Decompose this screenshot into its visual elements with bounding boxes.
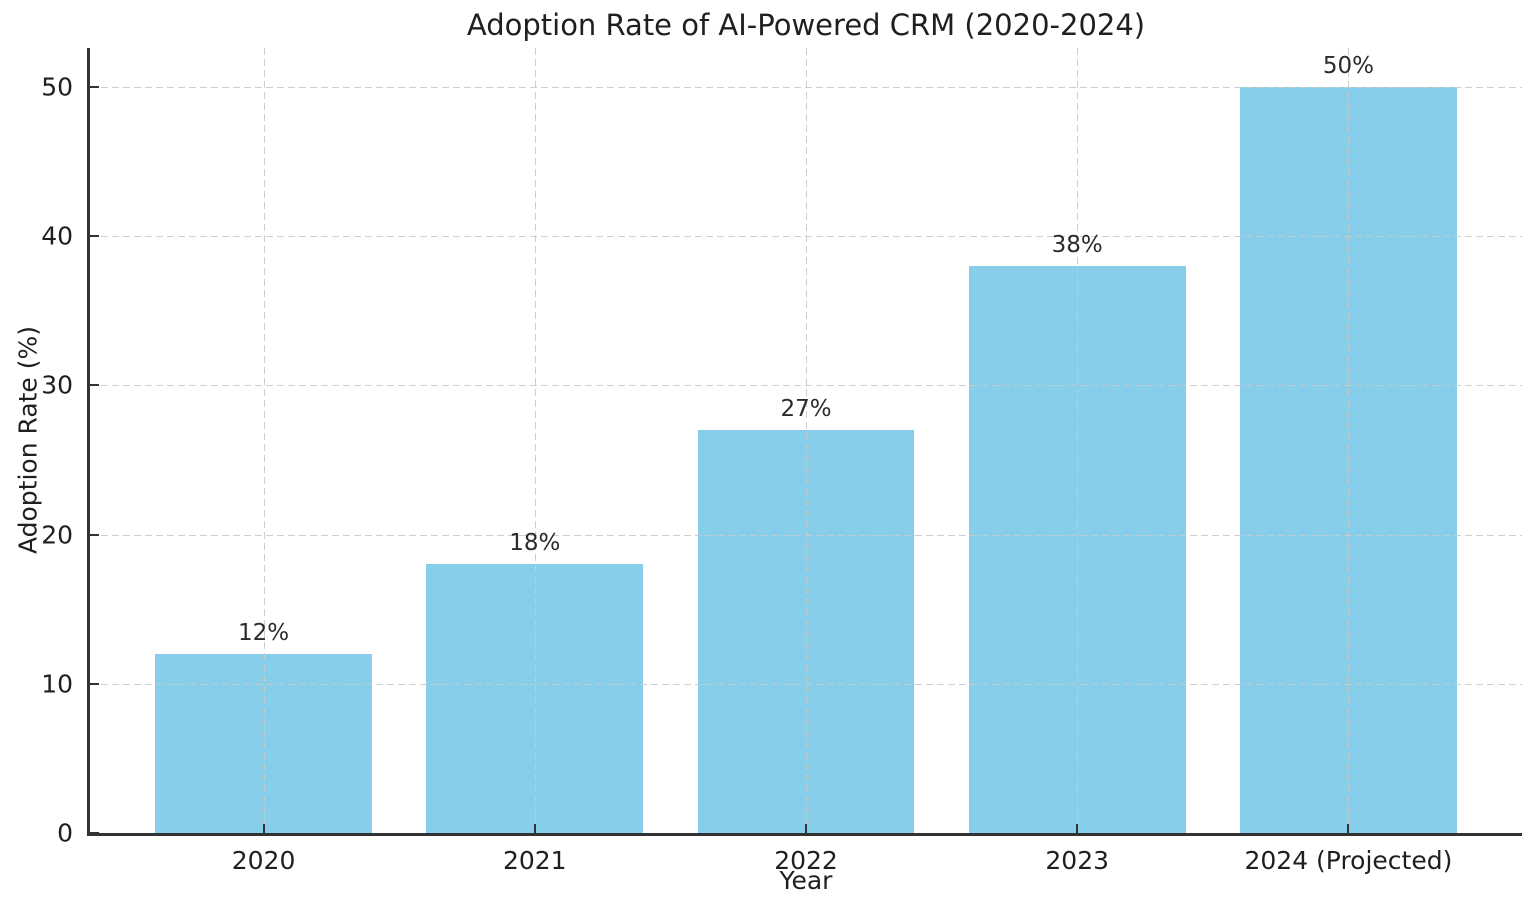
bar-value-label: 18% bbox=[509, 530, 561, 557]
y-tick-label: 50 bbox=[41, 72, 73, 102]
y-tick-label: 30 bbox=[41, 370, 73, 400]
bar-value-label: 38% bbox=[1051, 231, 1103, 258]
x-tick-mark bbox=[533, 824, 536, 833]
x-tick-mark bbox=[262, 824, 265, 833]
chart-title: Adoption Rate of AI-Powered CRM (2020-20… bbox=[466, 8, 1146, 42]
y-tick-mark bbox=[90, 85, 99, 88]
grid-line-vertical bbox=[1348, 48, 1350, 833]
grid-line-vertical bbox=[534, 48, 536, 833]
x-tick-label: 2023 bbox=[1045, 846, 1110, 875]
x-axis-spine bbox=[87, 833, 1522, 836]
grid-line-vertical bbox=[806, 48, 807, 833]
y-tick-label: 0 bbox=[57, 818, 73, 848]
y-tick-mark bbox=[90, 832, 99, 834]
y-axis-label: Adoption Rate (%) bbox=[13, 325, 43, 555]
x-tick-label: 2022 bbox=[774, 846, 838, 875]
y-tick-label: 20 bbox=[41, 520, 73, 550]
x-tick-label: 2024 (Projected) bbox=[1244, 846, 1453, 875]
y-tick-mark bbox=[90, 533, 99, 536]
y-tick-mark bbox=[90, 235, 99, 238]
bar-value-label: 27% bbox=[780, 396, 832, 423]
y-axis-spine bbox=[87, 48, 90, 836]
y-tick-mark bbox=[90, 384, 99, 387]
y-tick-label: 40 bbox=[41, 221, 73, 251]
plot-area: 0 10 20 30 40 50 2020 2021 2022 2023 2024 (Project… bbox=[41, 48, 1522, 875]
x-tick-label: 2020 bbox=[231, 846, 296, 875]
x-tick-mark bbox=[1076, 824, 1079, 833]
y-tick-mark bbox=[90, 682, 99, 685]
grid-line-vertical bbox=[1077, 48, 1079, 833]
x-tick-mark bbox=[1347, 824, 1350, 833]
x-axis-label: Year bbox=[779, 866, 833, 895]
bar-value-label: 50% bbox=[1322, 52, 1374, 79]
bar-2022 bbox=[697, 430, 915, 833]
x-tick-label: 2021 bbox=[502, 846, 567, 875]
bar-value-label: 12% bbox=[238, 619, 290, 646]
grid-line-vertical bbox=[263, 48, 265, 833]
x-tick-mark bbox=[805, 824, 807, 833]
y-tick-label: 10 bbox=[41, 669, 73, 699]
